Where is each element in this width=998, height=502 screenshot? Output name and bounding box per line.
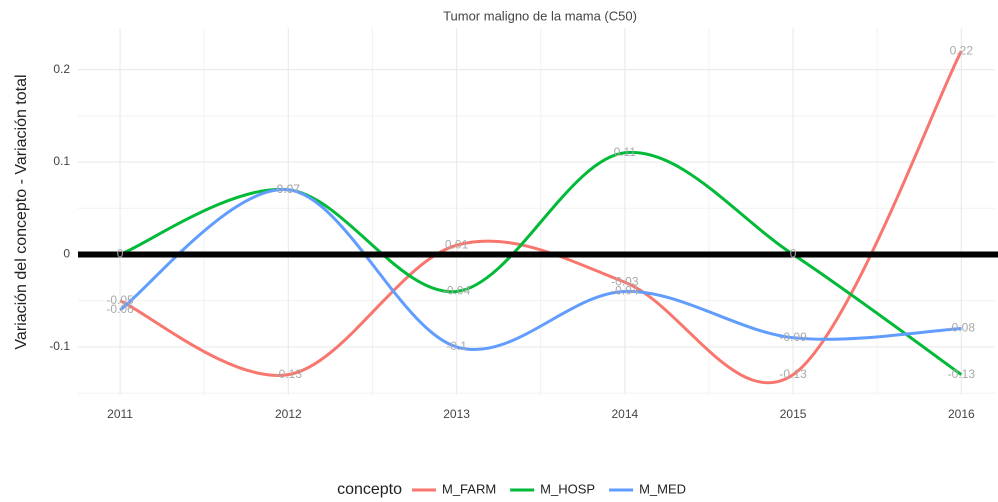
data-label: -0.1 <box>446 339 467 353</box>
chart-title: Tumor maligno de la mama (C50) <box>443 8 637 23</box>
y-tick-label: -0.1 <box>49 339 70 353</box>
data-label: -0.13 <box>779 367 807 381</box>
data-label: 0.22 <box>950 43 974 57</box>
data-label: -0.05 <box>106 293 134 307</box>
legend-title: concepto <box>337 481 402 498</box>
y-tick-label: 0 <box>63 247 70 261</box>
data-label: 0 <box>117 247 124 261</box>
data-label: -0.09 <box>779 330 807 344</box>
y-axis-label: Variación del concepto - Variación total <box>13 74 30 349</box>
data-label: -0.04 <box>443 284 471 298</box>
data-label: -0.06 <box>106 302 134 316</box>
data-label: 0.07 <box>277 182 301 196</box>
data-label: 0 <box>790 247 797 261</box>
series-line <box>119 188 962 351</box>
x-tick-label: 2016 <box>948 407 975 421</box>
series-line <box>119 50 963 385</box>
data-label: -0.13 <box>275 367 303 381</box>
legend-label: M_HOSP <box>540 481 595 496</box>
x-tick-label: 2011 <box>107 407 133 421</box>
data-label: -0.08 <box>948 321 976 335</box>
legend-label: M_MED <box>639 481 686 496</box>
y-tick-label: 0.2 <box>53 62 70 76</box>
data-label: 0.07 <box>277 182 301 196</box>
data-label: -0.03 <box>611 274 639 288</box>
x-tick-label: 2015 <box>780 407 807 421</box>
x-tick-label: 2012 <box>275 407 302 421</box>
y-tick-label: 0.1 <box>53 154 70 168</box>
data-label: -0.04 <box>611 284 639 298</box>
data-label: 0.01 <box>445 237 469 251</box>
legend-label: M_FARM <box>442 481 496 496</box>
x-tick-label: 2013 <box>443 407 470 421</box>
data-label: -0.13 <box>948 367 976 381</box>
x-tick-label: 2014 <box>611 407 638 421</box>
data-label: 0.11 <box>614 145 637 159</box>
